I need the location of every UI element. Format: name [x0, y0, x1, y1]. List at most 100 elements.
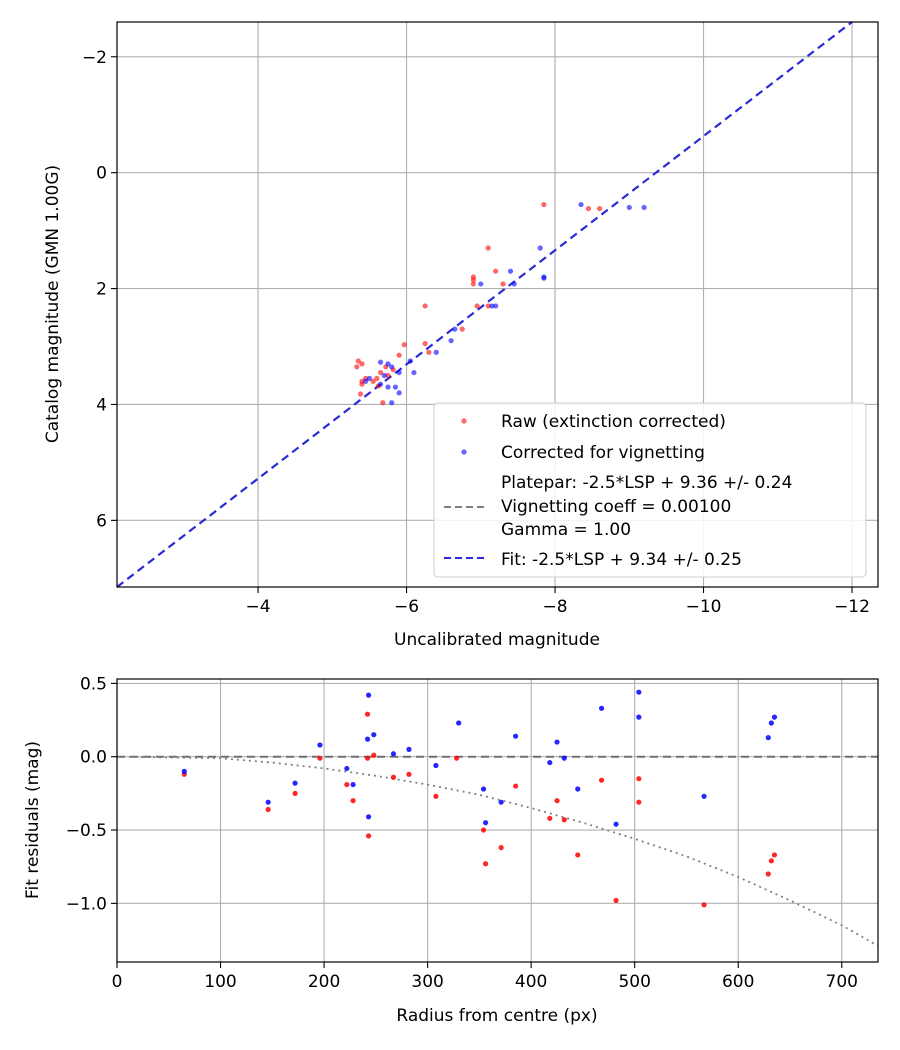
raw-data-point	[459, 326, 465, 332]
corrected-data-point	[385, 361, 391, 367]
corrected-data-point	[363, 378, 369, 384]
raw-data-point	[636, 776, 642, 782]
x-tick-label: 500	[618, 972, 650, 992]
raw-data-point	[701, 902, 707, 908]
corrected-data-point	[396, 369, 402, 376]
raw-data-point	[357, 391, 364, 397]
corrected-data-point	[433, 349, 439, 355]
top-legend: Raw (extinction corrected) Corrected for…	[433, 402, 867, 578]
x-tick-label: −10	[686, 597, 722, 617]
top-data-points	[354, 201, 647, 406]
corrected-data-point	[365, 692, 372, 698]
legend-raw-label: Raw (extinction corrected)	[501, 412, 726, 432]
raw-data-point	[561, 817, 567, 823]
corrected-data-point	[181, 768, 187, 774]
raw-data-point	[454, 755, 460, 761]
raw-data-point	[364, 711, 371, 717]
raw-data-point	[396, 352, 402, 358]
corrected-data-point	[598, 705, 605, 711]
legend-gamma-label: Gamma = 1.00	[501, 520, 631, 540]
raw-data-point	[390, 774, 397, 780]
corrected-data-point	[489, 303, 495, 309]
top-axis-ticks: −4 −6 −8 −10 −12 −2 0 2 4 6	[82, 48, 870, 617]
corrected-data-point	[636, 689, 642, 695]
raw-data-point	[596, 205, 603, 212]
corrected-data-point	[498, 799, 504, 805]
corrected-data-point	[541, 275, 547, 281]
corrected-data-point	[317, 742, 323, 748]
corrected-data-point	[350, 781, 356, 788]
raw-data-point	[765, 871, 771, 877]
corrected-data-point	[701, 793, 707, 799]
y-tick-label: 2	[96, 280, 107, 300]
corrected-data-point	[507, 268, 514, 274]
corrected-data-point	[636, 714, 642, 720]
raw-data-point	[470, 277, 476, 283]
legend-vignetting-label: Vignetting coeff = 0.00100	[501, 497, 731, 517]
legend-fit-label: Fit: -2.5*LSP + 9.34 +/- 0.25	[501, 550, 742, 570]
y-tick-label: 4	[96, 395, 107, 415]
raw-data-point	[317, 755, 323, 761]
y-tick-label: 0.5	[80, 674, 107, 694]
corrected-data-point	[344, 765, 350, 772]
raw-data-point	[374, 375, 380, 381]
raw-data-point	[377, 369, 384, 376]
x-tick-label: −8	[543, 597, 568, 617]
raw-data-point	[470, 281, 476, 287]
raw-data-point	[541, 201, 547, 208]
raw-data-point	[474, 303, 480, 309]
raw-data-point	[354, 364, 360, 370]
raw-data-point	[771, 852, 778, 858]
corrected-data-point	[768, 720, 774, 726]
raw-data-point	[359, 361, 365, 367]
corrected-data-point	[381, 372, 387, 379]
corrected-data-point	[396, 390, 402, 396]
raw-data-point	[433, 793, 439, 799]
y-tick-label: −0.5	[66, 821, 107, 841]
x-tick-label: −4	[246, 597, 271, 617]
y-tick-label: 6	[96, 511, 107, 531]
top-fit-lines	[116, 21, 853, 588]
legend-corrected-label: Corrected for vignetting	[501, 443, 705, 463]
corrected-data-point	[537, 245, 543, 251]
corrected-data-point	[578, 201, 584, 208]
raw-data-point	[636, 799, 642, 805]
raw-data-point	[613, 897, 619, 904]
y-tick-label: −1.0	[66, 894, 107, 914]
corrected-data-point	[406, 746, 412, 752]
raw-data-point	[485, 303, 491, 309]
raw-data-point	[350, 798, 356, 804]
corrected-data-point	[366, 375, 373, 381]
raw-data-point	[380, 400, 386, 406]
raw-data-point	[480, 827, 487, 833]
x-tick-label: 100	[204, 972, 236, 992]
corrected-data-point	[433, 762, 439, 769]
corrected-data-point	[513, 733, 519, 739]
vignetting-curve	[116, 755, 879, 947]
corrected-data-point	[456, 720, 462, 726]
corrected-data-point	[480, 786, 487, 792]
raw-data-point	[265, 806, 271, 813]
x-tick-label: 200	[308, 972, 340, 992]
raw-data-point	[498, 845, 504, 851]
corrected-data-point	[265, 799, 271, 805]
bottom-y-axis-label: Fit residuals (mag)	[23, 741, 43, 899]
raw-data-point	[768, 858, 774, 864]
raw-data-point	[575, 852, 581, 858]
raw-data-point	[585, 205, 592, 212]
fit-line	[116, 21, 853, 588]
bottom-plot-frame	[116, 678, 879, 963]
corrected-data-point	[292, 780, 298, 786]
raw-data-point	[406, 771, 412, 777]
y-tick-label: 0.0	[80, 748, 107, 768]
corrected-data-point	[478, 281, 484, 287]
corrected-data-point	[771, 714, 778, 720]
corrected-data-point	[385, 384, 391, 390]
magnitude-scatter-plot: −4 −6 −8 −10 −12 −2 0 2 4 6 Uncalibrated magnitud…	[43, 21, 879, 650]
raw-data-point	[513, 783, 519, 789]
corrected-data-point	[371, 732, 377, 738]
top-y-axis-label: Catalog magnitude (GMN 1.00G)	[43, 165, 63, 443]
raw-data-point	[485, 245, 491, 251]
corrected-data-point	[554, 739, 560, 745]
